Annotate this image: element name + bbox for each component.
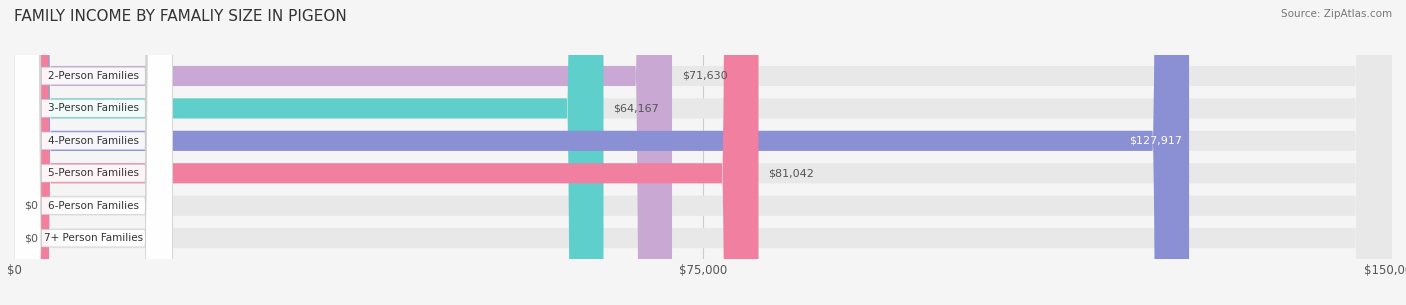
FancyBboxPatch shape	[14, 0, 1392, 305]
FancyBboxPatch shape	[14, 0, 1392, 305]
FancyBboxPatch shape	[14, 0, 1189, 305]
Text: 4-Person Families: 4-Person Families	[48, 136, 139, 146]
FancyBboxPatch shape	[14, 0, 672, 305]
FancyBboxPatch shape	[14, 0, 173, 305]
Text: $64,167: $64,167	[613, 103, 659, 113]
FancyBboxPatch shape	[14, 0, 1392, 305]
Text: $0: $0	[24, 201, 38, 211]
Text: $0: $0	[24, 233, 38, 243]
Text: FAMILY INCOME BY FAMALIY SIZE IN PIGEON: FAMILY INCOME BY FAMALIY SIZE IN PIGEON	[14, 9, 347, 24]
FancyBboxPatch shape	[14, 0, 173, 305]
FancyBboxPatch shape	[14, 0, 173, 305]
Text: 6-Person Families: 6-Person Families	[48, 201, 139, 211]
FancyBboxPatch shape	[14, 0, 1392, 305]
FancyBboxPatch shape	[14, 0, 173, 305]
Text: Source: ZipAtlas.com: Source: ZipAtlas.com	[1281, 9, 1392, 19]
FancyBboxPatch shape	[14, 0, 173, 305]
Text: $127,917: $127,917	[1129, 136, 1182, 146]
Text: 2-Person Families: 2-Person Families	[48, 71, 139, 81]
FancyBboxPatch shape	[14, 0, 1392, 305]
FancyBboxPatch shape	[14, 0, 173, 305]
Text: $71,630: $71,630	[682, 71, 727, 81]
FancyBboxPatch shape	[14, 0, 603, 305]
Text: 3-Person Families: 3-Person Families	[48, 103, 139, 113]
FancyBboxPatch shape	[14, 0, 758, 305]
FancyBboxPatch shape	[14, 0, 1392, 305]
Text: 5-Person Families: 5-Person Families	[48, 168, 139, 178]
Text: 7+ Person Families: 7+ Person Families	[44, 233, 143, 243]
Text: $81,042: $81,042	[768, 168, 814, 178]
